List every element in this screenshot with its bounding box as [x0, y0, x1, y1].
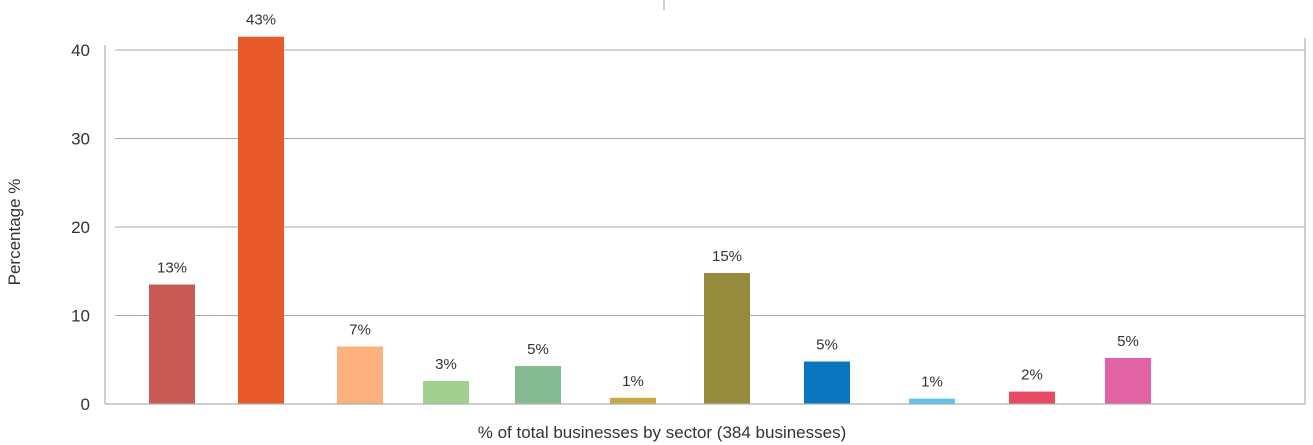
y-tick-label: 10 — [71, 307, 90, 326]
data-label-3: 7% — [349, 321, 371, 338]
bar-4 — [423, 380, 469, 404]
bar-9 — [909, 398, 955, 404]
data-label-1: 13% — [157, 260, 187, 277]
bar-6 — [610, 397, 656, 404]
data-label-2: 43% — [246, 12, 276, 29]
bar-11 — [1105, 357, 1151, 404]
y-tick-label: 0 — [81, 395, 90, 414]
data-label-8: 5% — [816, 337, 838, 354]
x-axis-label: % of total businesses by sector (384 bus… — [478, 423, 847, 442]
y-axis-ticks: 0 10 20 30 40 — [71, 41, 90, 414]
data-label-10: 2% — [1021, 367, 1043, 384]
data-label-11: 5% — [1117, 333, 1139, 350]
bar-7 — [704, 273, 750, 404]
bars — [149, 36, 1151, 404]
data-label-4: 3% — [435, 356, 457, 373]
data-labels: 13% 43% 7% 3% 5% 1% 15% 5% 1% 2% 5% — [157, 12, 1139, 391]
bar-3 — [337, 346, 383, 404]
data-label-9: 1% — [921, 374, 943, 391]
y-tick-label: 20 — [71, 218, 90, 237]
y-tick-label: 30 — [71, 130, 90, 149]
data-label-5: 5% — [527, 341, 549, 358]
bar-10 — [1009, 391, 1055, 404]
data-label-7: 15% — [712, 248, 742, 265]
bar-1 — [149, 284, 195, 404]
data-label-6: 1% — [622, 373, 644, 390]
bar-8 — [804, 361, 850, 404]
bar-5 — [515, 365, 561, 404]
y-tick-label: 40 — [71, 41, 90, 60]
y-axis-label: Percentage % — [5, 179, 24, 286]
bar-2 — [238, 36, 284, 404]
plot-frame — [104, 0, 1306, 405]
